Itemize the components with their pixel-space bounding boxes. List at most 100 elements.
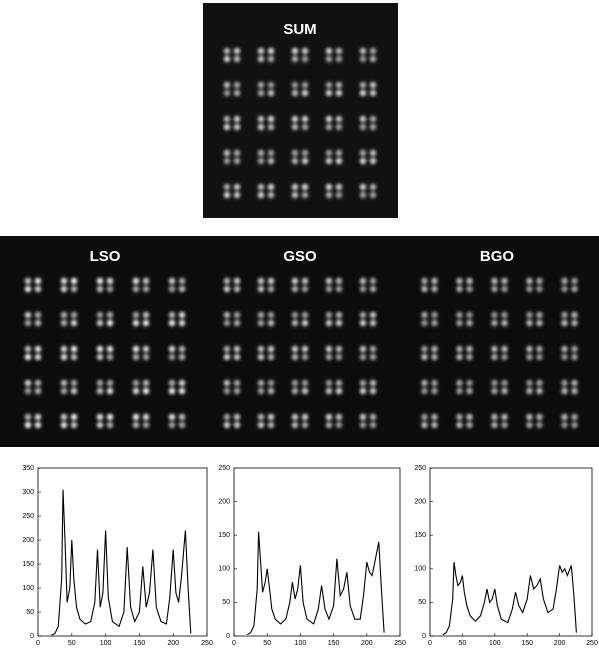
spot	[335, 285, 343, 293]
spot	[267, 89, 275, 97]
spot	[301, 285, 309, 293]
spot	[526, 413, 533, 421]
spot	[96, 277, 104, 285]
spot	[267, 191, 275, 199]
spot	[132, 387, 140, 395]
spot	[466, 311, 473, 319]
spot	[60, 345, 68, 353]
spot	[526, 345, 533, 353]
spot	[70, 379, 78, 387]
spot	[466, 379, 473, 387]
x-tick-label: 200	[361, 640, 373, 647]
spot	[132, 345, 140, 353]
spot	[178, 353, 186, 361]
spot	[456, 345, 463, 353]
spot	[291, 353, 299, 361]
spot	[223, 47, 231, 55]
spot	[431, 319, 438, 327]
spot	[526, 379, 533, 387]
spot	[466, 421, 473, 429]
spot	[24, 319, 32, 327]
spot	[142, 311, 150, 319]
spot	[369, 183, 377, 191]
spot	[70, 413, 78, 421]
spot	[223, 353, 231, 361]
spot	[301, 421, 309, 429]
spot	[501, 277, 508, 285]
spot	[34, 277, 42, 285]
spot	[233, 387, 241, 395]
spot	[571, 413, 578, 421]
spot	[421, 277, 428, 285]
spot	[359, 421, 367, 429]
spot	[359, 353, 367, 361]
spot	[335, 55, 343, 63]
spot	[359, 47, 367, 55]
spot	[291, 115, 299, 123]
y-tick-label: 0	[226, 633, 230, 640]
spot	[142, 353, 150, 361]
spot	[359, 149, 367, 157]
spot	[369, 277, 377, 285]
spot	[301, 379, 309, 387]
spot	[233, 47, 241, 55]
spot	[501, 345, 508, 353]
spot	[571, 277, 578, 285]
spot	[267, 277, 275, 285]
spot	[571, 387, 578, 395]
spot	[526, 285, 533, 293]
spot	[301, 157, 309, 165]
spot	[267, 115, 275, 123]
spot	[291, 183, 299, 191]
spot	[421, 285, 428, 293]
spot	[335, 47, 343, 55]
spot	[132, 285, 140, 293]
spot	[369, 47, 377, 55]
spot	[70, 387, 78, 395]
spot	[536, 345, 543, 353]
x-tick-label: 0	[428, 640, 432, 647]
spot	[491, 319, 498, 327]
spot	[267, 311, 275, 319]
flood-maps	[24, 47, 578, 429]
spot	[70, 311, 78, 319]
spot	[526, 311, 533, 319]
spot	[421, 421, 428, 429]
spot	[168, 413, 176, 421]
spot	[335, 149, 343, 157]
spot	[233, 285, 241, 293]
spot	[178, 421, 186, 429]
x-tick-label: 200	[167, 640, 179, 647]
spot	[325, 149, 333, 157]
spot	[431, 413, 438, 421]
spot	[335, 81, 343, 89]
spot	[359, 387, 367, 395]
spot	[142, 413, 150, 421]
spot	[561, 379, 568, 387]
spot	[106, 379, 114, 387]
spot	[223, 81, 231, 89]
spot	[96, 285, 104, 293]
spot	[369, 379, 377, 387]
spot	[60, 285, 68, 293]
spot	[106, 353, 114, 361]
image-label: SUM	[283, 21, 316, 38]
spot	[70, 285, 78, 293]
spot	[291, 89, 299, 97]
spot	[178, 413, 186, 421]
spot	[168, 345, 176, 353]
spot	[431, 421, 438, 429]
spot	[491, 387, 498, 395]
spot	[233, 421, 241, 429]
profile-line	[442, 562, 577, 636]
spot	[291, 387, 299, 395]
spot	[456, 379, 463, 387]
spot	[291, 81, 299, 89]
image-label: BGO	[480, 248, 515, 265]
spot	[233, 123, 241, 131]
spot	[257, 387, 265, 395]
spot	[60, 311, 68, 319]
spot	[431, 277, 438, 285]
spot	[301, 115, 309, 123]
